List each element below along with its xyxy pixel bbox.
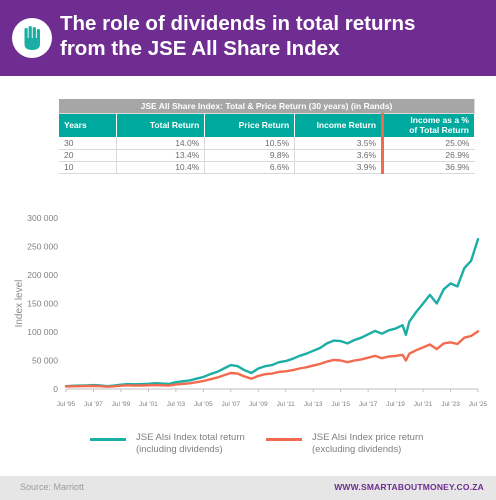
header-price-return: Price Return (204, 113, 296, 137)
hand-icon (24, 26, 40, 50)
legend-price-line1: JSE Alsi Index price return (312, 432, 424, 443)
x-tick-label: Jul '95 (57, 401, 76, 408)
chart-lines (64, 237, 480, 388)
header-years: Years (59, 113, 118, 137)
x-tick-label: Jul '05 (194, 401, 213, 408)
cell-years: 10 (59, 161, 118, 174)
table-caption: JSE All Share Index: Total & Price Retur… (59, 99, 475, 114)
cell-total-return: 14.0% (116, 137, 206, 150)
cell-income-return: 3.5% (294, 137, 383, 150)
x-tick-label: Jul '21 (414, 401, 433, 408)
header-income-pct: Income as a % of Total Return (381, 113, 475, 137)
y-tick-label: 100 000 (27, 327, 58, 337)
legend-total-line2: (including dividends) (136, 444, 223, 455)
series-line-price-return (64, 330, 480, 388)
cell-total-return: 13.4% (116, 149, 206, 162)
x-tick-label: Jul '99 (112, 401, 131, 408)
x-tick-label: Jul '15 (331, 401, 350, 408)
chart-axes: 0 50 000 100 000 150 000 200 000 250 000 300 0… (14, 213, 488, 408)
legend-price-line2: (excluding dividends) (312, 444, 402, 455)
legend-total-line1: JSE Alsi Index total return (136, 432, 245, 443)
cell-price-return: 10.5% (204, 137, 296, 150)
logo-badge (12, 18, 52, 58)
cell-income-pct: 36.9% (381, 161, 475, 174)
y-tick-label: 0 (53, 384, 58, 394)
y-tick-label: 50 000 (32, 356, 58, 366)
cell-price-return: 6.6% (204, 161, 296, 174)
y-tick-label: 200 000 (27, 270, 58, 280)
y-tick-label: 250 000 (27, 242, 58, 252)
x-tick-label: Jul '17 (359, 401, 378, 408)
header-total-return: Total Return (116, 113, 206, 137)
x-tick-label: Jul '07 (222, 401, 241, 408)
header-banner: The role of dividends in total returns f… (0, 0, 496, 76)
source-note: Source: Marriott (20, 482, 85, 492)
legend-swatch-price (266, 438, 302, 441)
header-income-pct-line1: Income as a % (410, 115, 469, 126)
series-line-total-return (64, 237, 480, 388)
x-tick-label: Jul '13 (304, 401, 323, 408)
x-tick-label: Jul '03 (167, 401, 186, 408)
returns-table: JSE All Share Index: Total & Price Retur… (59, 99, 475, 174)
title-line-2: from the JSE All Share Index (60, 37, 340, 60)
legend-swatch-total (90, 438, 126, 441)
x-tick-label: Jul '23 (441, 401, 460, 408)
title-line-1: The role of dividends in total returns (60, 12, 416, 35)
cell-years: 30 (59, 137, 118, 150)
legend-total-return: JSE Alsi Index total return (including d… (90, 432, 286, 456)
table-header-row: Years Total Return Price Return Income R… (59, 113, 475, 137)
legend-label-total: JSE Alsi Index total return (including d… (136, 432, 286, 456)
x-tick-label: Jul '11 (277, 401, 295, 408)
footer: Source: Marriott WWW.SMARTABOUTMONEY.CO.… (0, 476, 496, 500)
cell-income-pct: 26.9% (381, 149, 475, 162)
x-tick-label: Jul '09 (249, 401, 268, 408)
legend-price-return: JSE Alsi Index price return (excluding d… (266, 432, 462, 456)
x-tick-label: Jul '25 (469, 401, 488, 408)
table-row: 20 13.4% 9.8% 3.6% 26.9% (59, 149, 475, 162)
legend-label-price: JSE Alsi Index price return (excluding d… (312, 432, 462, 456)
cell-total-return: 10.4% (116, 161, 206, 174)
line-chart: 0 50 000 100 000 150 000 200 000 250 000 300 0… (14, 213, 488, 408)
y-tick-label: 150 000 (27, 299, 58, 309)
page-title: The role of dividends in total returns f… (60, 11, 490, 61)
cell-price-return: 9.8% (204, 149, 296, 162)
cell-years: 20 (59, 149, 118, 162)
cell-income-return: 3.6% (294, 149, 383, 162)
x-tick-label: Jul '01 (139, 401, 158, 408)
website-link[interactable]: WWW.SMARTABOUTMONEY.CO.ZA (334, 482, 484, 492)
cell-income-return: 3.9% (294, 161, 383, 174)
y-axis-label: Index level (14, 280, 25, 328)
header-income-return: Income Return (294, 113, 383, 137)
y-tick-label: 300 000 (27, 213, 58, 223)
header-income-pct-line2: of Total Return (409, 125, 469, 136)
x-tick-label: Jul '97 (84, 401, 103, 408)
table-row: 10 10.4% 6.6% 3.9% 36.9% (59, 161, 475, 174)
table-row: 30 14.0% 10.5% 3.5% 25.0% (59, 137, 475, 150)
x-tick-label: Jul '19 (386, 401, 405, 408)
cell-income-pct: 25.0% (381, 137, 475, 150)
